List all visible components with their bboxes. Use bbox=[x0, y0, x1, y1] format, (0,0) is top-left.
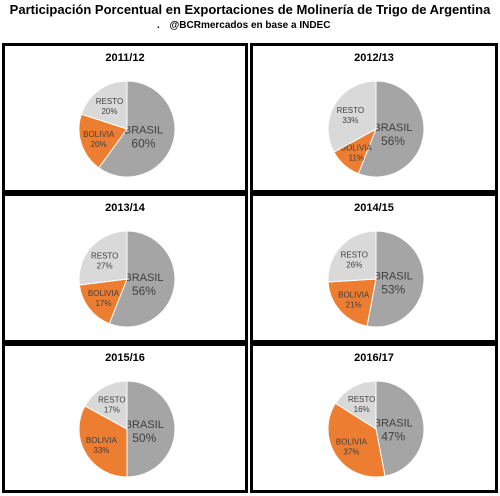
pie-slice-value: 20% bbox=[91, 140, 107, 149]
pie-slice-bolivia bbox=[327, 278, 377, 327]
pie-slice-value: 37% bbox=[343, 448, 359, 457]
pie-title-3: 2014/15 bbox=[354, 202, 394, 214]
pie-slice-label: RESTO bbox=[337, 106, 364, 115]
pie-slice-bolivia bbox=[327, 402, 386, 478]
pie-slice-label: RESTO bbox=[341, 251, 368, 260]
pie-slice-brasil bbox=[98, 80, 176, 178]
pie-slice-label: BOLIVIA bbox=[88, 289, 120, 298]
pie-slice-value: 11% bbox=[349, 153, 364, 162]
pie-slice-label: RESTO bbox=[98, 395, 125, 404]
chart-title: Participación Porcentual en Exportacione… bbox=[9, 2, 491, 17]
pie-slice-label: BRASIL bbox=[124, 124, 163, 136]
chart-subtitle: @BCRmercados en base a INDEC bbox=[169, 20, 331, 31]
pie-slice-label: BOLIVIA bbox=[83, 130, 115, 139]
pie-slice-value: 27% bbox=[97, 261, 113, 270]
pie-slice-label: BRASIL bbox=[125, 419, 164, 431]
pie-slice-label: BOLIVIA bbox=[86, 436, 118, 445]
pie-slice-resto bbox=[80, 80, 128, 130]
pie-title-1: 2012/13 bbox=[354, 52, 394, 64]
pie-slice-label: BRASIL bbox=[374, 271, 413, 283]
pie-slice-value: 16% bbox=[354, 405, 370, 414]
pie-slice-value: 33% bbox=[342, 116, 358, 125]
pie-slice-value: 20% bbox=[101, 107, 117, 116]
pie-slice-value: 53% bbox=[381, 283, 405, 297]
pie-panel-3: 2014/15 BRASIL 53% BOLIVIA 21% RESTO 26% bbox=[250, 193, 498, 343]
pie-panel-2: 2013/14 BRASIL 56% BOLIVIA 17% RESTO 27% bbox=[2, 193, 248, 343]
pie-title-4: 2015/16 bbox=[105, 352, 145, 364]
pie-slice-value: 50% bbox=[132, 431, 156, 445]
pie-slice-value: 21% bbox=[346, 301, 362, 310]
subtitle-dot: . bbox=[157, 20, 160, 31]
pie-slice-resto bbox=[334, 380, 377, 430]
pie-slice-bolivia bbox=[78, 278, 128, 325]
pie-slice-label: BRASIL bbox=[124, 272, 163, 284]
pie-panel-1: 2012/13 BRASIL 56% BOLIVIA 11% RESTO 33% bbox=[250, 43, 498, 193]
pie-slice-resto bbox=[78, 230, 128, 286]
pie-slice-value: 17% bbox=[95, 299, 111, 308]
pie-slice-resto bbox=[84, 380, 128, 430]
pie-slice-bolivia bbox=[78, 113, 128, 169]
pie-title-0: 2011/12 bbox=[105, 52, 144, 64]
pie-slice-label: BOLIVIA bbox=[338, 291, 370, 300]
pie-panel-4: 2015/16 BRASIL 50% BOLIVIA 33% RESTO 17% bbox=[2, 343, 248, 493]
pie-slice-value: 33% bbox=[93, 446, 109, 455]
pie-title-5: 2016/17 bbox=[354, 352, 394, 364]
pie-slice-resto bbox=[327, 80, 377, 153]
pie-slice-brasil bbox=[108, 230, 176, 328]
pie-slice-value: 56% bbox=[381, 134, 405, 148]
pie-title-2: 2013/14 bbox=[105, 202, 146, 214]
pie-slice-label: BRASIL bbox=[373, 122, 412, 134]
pie-slice-label: BOLIVIA bbox=[336, 438, 368, 447]
pie-panel-5: 2016/17 BRASIL 47% BOLIVIA 37% RESTO 16% bbox=[250, 343, 498, 493]
pie-slice-resto bbox=[327, 230, 377, 283]
pie-slice-label: BOLIVIA bbox=[341, 143, 373, 152]
pie-slice-value: 60% bbox=[131, 136, 155, 150]
pie-slice-label: RESTO bbox=[91, 251, 118, 260]
pie-slice-label: RESTO bbox=[348, 395, 375, 404]
pie-slice-brasil bbox=[357, 80, 425, 178]
pie-slice-value: 17% bbox=[104, 405, 120, 414]
pie-slice-brasil bbox=[126, 380, 176, 478]
pie-slice-brasil bbox=[375, 380, 425, 477]
pie-slice-label: RESTO bbox=[96, 97, 123, 106]
pie-slice-value: 56% bbox=[132, 284, 156, 298]
pie-slice-bolivia bbox=[78, 405, 128, 478]
pie-panel-0: 2011/12 BRASIL 60% BOLIVIA 20% RESTO 20% bbox=[2, 43, 248, 193]
pie-slice-value: 26% bbox=[346, 261, 362, 270]
pie-slice-value: 47% bbox=[381, 429, 405, 443]
pie-slice-brasil bbox=[366, 230, 425, 328]
pie-slice-label: BRASIL bbox=[374, 417, 413, 429]
